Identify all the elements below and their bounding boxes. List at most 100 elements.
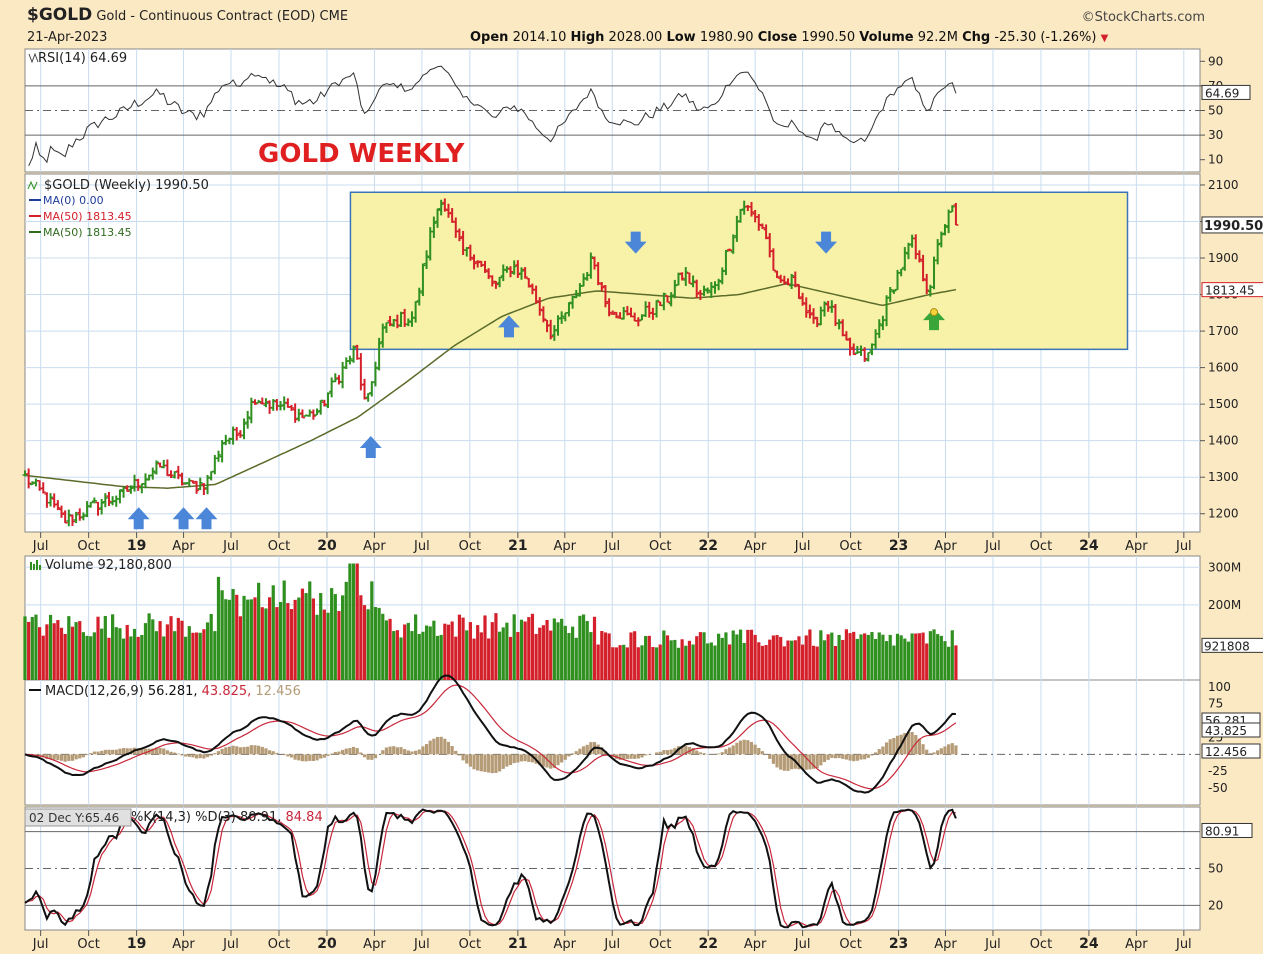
macd-hist-bar	[253, 745, 257, 755]
price-xlabel: 19	[127, 538, 146, 554]
volume-bar	[476, 625, 480, 680]
up-arrow-icon	[359, 435, 382, 458]
macd-hist-bar	[497, 754, 502, 772]
macd-hist-bar	[414, 750, 418, 755]
volume-bar	[472, 638, 476, 680]
price-xlabel: Apr	[363, 539, 386, 554]
header-symbol-line: $GOLD Gold - Continuous Contract (EOD) C…	[27, 5, 348, 25]
sto-d-line	[24, 809, 957, 928]
volume-bar	[410, 631, 414, 680]
price-tick-label: 1300	[1208, 470, 1239, 484]
macd-hist-bar	[275, 752, 279, 755]
volume-bar	[906, 641, 911, 680]
macd-hist-bar	[830, 754, 834, 758]
macd-hist-bar	[530, 754, 535, 763]
volume-bar	[541, 625, 545, 680]
macd-hist-bar	[100, 750, 104, 755]
macd-hist-bar	[644, 754, 648, 756]
volume-bar	[892, 645, 896, 680]
macd-hist-bar	[560, 754, 564, 763]
volume-bar	[651, 646, 655, 680]
price-tick-label: 2100	[1208, 178, 1239, 192]
volume-bar	[257, 582, 261, 680]
low-label: Low	[666, 30, 696, 45]
macd-hist-bar	[308, 754, 312, 761]
macd-hist-bar	[435, 736, 440, 755]
macd-hist-bar	[881, 746, 885, 755]
macd-hist-bar	[479, 754, 483, 772]
bottom-xlabel: Jul	[32, 937, 49, 952]
macd-hist-bar	[779, 754, 783, 770]
volume-bar	[571, 626, 575, 680]
macd-hist-bar	[585, 744, 589, 755]
macd-tick-label: 100	[1208, 680, 1231, 694]
brand-text: StockCharts.com	[1094, 10, 1205, 25]
volume-bar	[771, 635, 775, 680]
rsi-current-label: 64.69	[1205, 86, 1239, 100]
macd-hist-bar	[702, 753, 706, 755]
macd-histogram	[27, 732, 958, 774]
volume-bar	[527, 617, 531, 680]
volume-current-box	[1201, 637, 1263, 653]
macd-hist-bar	[695, 750, 699, 755]
bottom-xlabel: Jul	[794, 937, 811, 952]
volume-bar	[78, 621, 82, 680]
macd-hist-bar	[129, 748, 133, 755]
symbol: $GOLD	[27, 5, 93, 25]
volume-bar	[917, 633, 922, 680]
volume-bar	[684, 645, 688, 680]
volume-bar	[629, 632, 633, 680]
bottom-xlabel: Jul	[1175, 937, 1192, 952]
volume-bar	[428, 626, 432, 680]
volume-bar	[67, 616, 71, 680]
price-legend-entry: MA(50) 1813.45	[43, 226, 132, 239]
macd-hist-bar	[231, 745, 235, 755]
last-price-box	[1201, 216, 1263, 234]
header-date: 21-Apr-2023	[27, 30, 108, 45]
macd-hist-bar	[819, 754, 823, 766]
volume-bar	[658, 644, 662, 680]
volume-bar	[114, 627, 118, 680]
volume-bar	[59, 627, 64, 680]
volume-bar	[709, 642, 713, 680]
volume-bar	[319, 593, 323, 680]
volume-bar	[81, 632, 86, 680]
volume-bar	[278, 601, 283, 680]
macd-hist-bar	[545, 754, 549, 768]
volume-bar	[512, 614, 516, 680]
volume-bar	[724, 632, 728, 680]
price-xlabel: Jul	[603, 539, 620, 554]
volume-bar	[589, 632, 593, 680]
macd-hist-bar	[114, 749, 118, 755]
macd-hist-bar	[895, 735, 900, 755]
volume-bar	[333, 594, 337, 680]
volume-bar	[421, 631, 425, 680]
volume-bar	[899, 635, 903, 680]
macd-hist-bar	[220, 748, 224, 755]
macd-hist-bar	[395, 747, 399, 755]
macd-hist-bar	[589, 742, 593, 755]
rsi-tick-label: 30	[1208, 128, 1223, 142]
macd-hist-bar	[344, 748, 348, 755]
volume-bar	[804, 635, 808, 680]
volume-bar	[636, 647, 640, 680]
price-xlabel: Apr	[934, 539, 957, 554]
volume-bar	[859, 634, 863, 680]
macd-hist-bar	[450, 746, 454, 755]
volume-bar	[676, 647, 681, 680]
macd-hist-bar	[508, 754, 513, 766]
price-xlabel: Jul	[794, 539, 811, 554]
volume-bar	[198, 632, 202, 680]
volume-bar	[746, 629, 750, 680]
volume-bar	[545, 619, 549, 680]
volume-bar	[779, 636, 783, 680]
macd-hist-bar	[527, 754, 531, 762]
price-tick-label: 1700	[1208, 324, 1239, 338]
macd-hist-bar	[519, 754, 524, 762]
macd-hist-bar	[925, 749, 929, 755]
volume-bar	[205, 622, 210, 680]
macd-hist-bar	[600, 747, 604, 755]
macd-hist-bar	[877, 749, 881, 755]
sto-tick-label: 50	[1208, 862, 1223, 876]
volume-bar	[286, 603, 290, 680]
